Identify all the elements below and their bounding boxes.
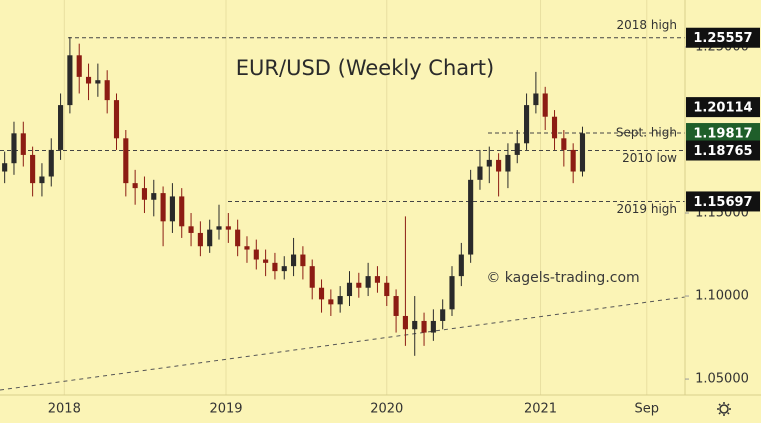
last-price-label: 1.20114 bbox=[693, 101, 752, 116]
candle-body bbox=[76, 55, 82, 77]
price-box bbox=[686, 123, 760, 144]
candle-body bbox=[384, 282, 390, 297]
candle-body bbox=[505, 154, 511, 172]
candle-body bbox=[514, 143, 520, 155]
candle-body bbox=[169, 196, 175, 222]
candle-body bbox=[132, 183, 138, 189]
x-tick-label: 2021 bbox=[524, 402, 557, 417]
candle-body bbox=[374, 276, 381, 283]
candle-body bbox=[197, 232, 203, 247]
candle-body bbox=[477, 166, 483, 180]
candle-body bbox=[30, 154, 36, 184]
candle-body bbox=[151, 193, 157, 200]
candle-body bbox=[346, 282, 353, 297]
candle-body bbox=[113, 100, 120, 139]
candle-body bbox=[402, 315, 408, 330]
levels: 2018 high Sept. high 2010 low 2019 high bbox=[0, 18, 685, 216]
price-box-label: 1.18765 bbox=[693, 144, 752, 159]
candle-body bbox=[291, 254, 297, 267]
y-tick-label: 1.05000 bbox=[695, 372, 749, 387]
candle-body bbox=[253, 249, 259, 260]
candle-body bbox=[95, 80, 101, 84]
candle-body bbox=[281, 266, 287, 272]
candle-body bbox=[11, 133, 17, 164]
candle-body bbox=[570, 149, 576, 172]
candle-body bbox=[188, 226, 194, 233]
price-box-label: 1.25557 bbox=[693, 31, 752, 46]
candle-body bbox=[337, 296, 343, 305]
last-price-box bbox=[686, 97, 760, 118]
candle-body bbox=[244, 246, 250, 250]
candles bbox=[2, 37, 586, 356]
chart-title: EUR/USD (Weekly Chart) bbox=[236, 56, 494, 80]
candle-body bbox=[561, 138, 567, 150]
candle-body bbox=[468, 179, 474, 255]
candle-body bbox=[48, 149, 54, 177]
candle-body bbox=[393, 296, 399, 316]
price-box bbox=[686, 140, 760, 161]
candle-body bbox=[430, 320, 436, 333]
candle-body bbox=[160, 193, 166, 222]
candle-body bbox=[141, 188, 148, 200]
candle-body bbox=[2, 163, 8, 172]
watermark: © kagels-trading.com bbox=[486, 270, 639, 286]
price-box-label: 1.19817 bbox=[693, 127, 752, 142]
candle-body bbox=[318, 287, 325, 300]
candle-body bbox=[421, 320, 427, 333]
candle-body bbox=[39, 176, 45, 184]
candle-body bbox=[67, 55, 73, 106]
candle-body bbox=[579, 133, 586, 172]
price-boxes: 1.25557 1.19817 1.18765 1.15697 1.20114 bbox=[686, 27, 760, 212]
candle-body bbox=[328, 299, 334, 305]
candle-body bbox=[272, 262, 278, 272]
candle-body bbox=[365, 276, 371, 288]
candle-body bbox=[179, 196, 185, 227]
price-box-label: 1.15697 bbox=[693, 195, 752, 210]
candle-body bbox=[58, 105, 64, 150]
level-label: 2018 high bbox=[616, 18, 677, 32]
trend-line bbox=[0, 296, 686, 391]
candle-body bbox=[412, 320, 418, 330]
x-tick-label: Sep bbox=[635, 402, 660, 417]
candle-body bbox=[216, 226, 222, 230]
candle-body bbox=[104, 80, 110, 101]
y-tick-label: 1.10000 bbox=[695, 289, 749, 304]
candle-body bbox=[542, 93, 548, 117]
level-label: 2019 high bbox=[616, 202, 677, 216]
x-tick-label: 2019 bbox=[209, 402, 242, 417]
price-box bbox=[686, 27, 760, 48]
settings-icon-spokes bbox=[717, 402, 731, 416]
candle-body bbox=[356, 282, 362, 288]
candle-body bbox=[300, 254, 306, 267]
candle-body bbox=[20, 133, 26, 155]
candle-body bbox=[496, 159, 502, 172]
candle-body bbox=[207, 229, 213, 247]
level-label: Sept. high bbox=[616, 126, 677, 140]
candle-body bbox=[123, 138, 129, 184]
candle-body bbox=[225, 226, 231, 230]
candle-body bbox=[309, 266, 315, 288]
x-tick-label: 2018 bbox=[48, 402, 81, 417]
candle-body bbox=[235, 229, 241, 247]
grid bbox=[63, 0, 648, 395]
settings-icon-circle bbox=[719, 404, 729, 414]
candle-body bbox=[263, 259, 269, 263]
candle-body bbox=[449, 276, 455, 310]
price-box bbox=[686, 191, 760, 212]
candle-body bbox=[85, 76, 92, 84]
candle-body bbox=[458, 254, 464, 277]
candle-body bbox=[440, 309, 446, 321]
candle-body bbox=[533, 93, 539, 106]
level-label: 2010 low bbox=[622, 151, 677, 165]
candle-body bbox=[524, 105, 530, 144]
settings-icon[interactable] bbox=[717, 402, 731, 416]
candle-body bbox=[486, 159, 492, 167]
x-tick-label: 2020 bbox=[370, 402, 403, 417]
candle-body bbox=[551, 116, 558, 139]
